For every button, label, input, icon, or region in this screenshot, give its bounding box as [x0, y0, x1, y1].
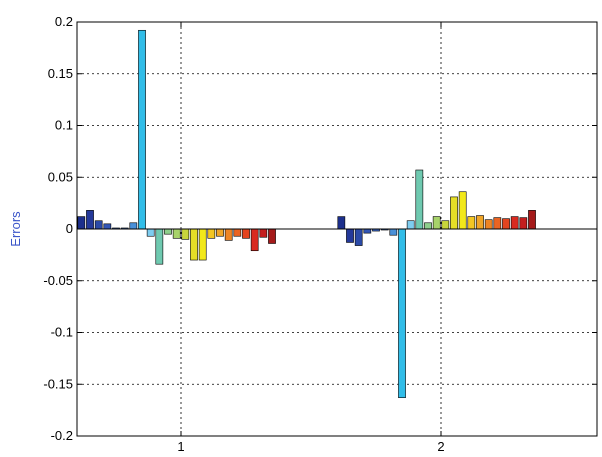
axis-ticks: -0.2 -0.15 -0.1 -0.05 0 0.05 0.1 0.15 0.2 1 2 [43, 14, 597, 454]
bar-1-15 [198, 228, 207, 261]
bar-2-19 [493, 217, 502, 230]
bar-2-18 [484, 219, 493, 230]
x-tick-label-0: 1 [177, 439, 184, 454]
bar-2-1 [337, 216, 346, 230]
bar-1-1 [77, 216, 86, 230]
y-tick-label-3: -0.05 [43, 273, 73, 288]
bar-1-8 [138, 29, 146, 230]
bar-2-2 [346, 228, 354, 243]
bar-2-15 [458, 191, 467, 230]
bar-1-21 [250, 228, 259, 252]
bar-2-4 [363, 228, 372, 234]
bar-1-2 [86, 210, 94, 230]
bar-2-14 [450, 196, 458, 230]
bar-1-17 [216, 228, 224, 237]
bar-2-23 [528, 210, 536, 230]
bar-1-23 [268, 228, 276, 244]
bar-2-16 [467, 216, 476, 230]
bar-2-22 [519, 217, 528, 230]
y-tick-label-2: -0.1 [51, 325, 73, 340]
bar-2-21 [510, 216, 519, 230]
bar-2-17 [476, 215, 484, 230]
bar-2-8 [398, 228, 406, 399]
bar-1-14 [190, 228, 198, 261]
y-tick-label-5: 0.05 [48, 169, 73, 184]
bar-1-4 [103, 223, 112, 230]
y-tick-label-7: 0.15 [48, 66, 73, 81]
bar-2-11 [424, 222, 432, 230]
bar-2-12 [432, 216, 441, 230]
bar-2-20 [502, 218, 510, 230]
bar-1-20 [242, 228, 250, 239]
x-tick-label-1: 2 [437, 439, 444, 454]
bar-1-9 [146, 228, 155, 237]
bar-1-22 [259, 228, 268, 238]
y-tick-label-4: 0 [66, 221, 73, 236]
bar-1-13 [181, 228, 190, 240]
bar-1-18 [224, 228, 233, 241]
bar-1-10 [155, 228, 164, 265]
bar-2-13 [441, 220, 450, 230]
y-tick-label-0: -0.2 [51, 428, 73, 443]
bar-2-3 [354, 228, 363, 246]
y-axis-label: Errors [8, 211, 23, 247]
y-tick-label-6: 0.1 [55, 118, 73, 133]
bar-2-10 [415, 169, 424, 230]
bar-1-11 [164, 228, 172, 235]
y-tick-label-1: -0.15 [43, 376, 73, 391]
bar-1-16 [207, 228, 216, 239]
bar-1-3 [94, 220, 103, 230]
bar-1-19 [233, 228, 242, 237]
bar-1-12 [172, 228, 181, 239]
y-tick-label-8: 0.2 [55, 14, 73, 29]
bar-2-9 [406, 220, 415, 230]
bar-2-7 [389, 228, 398, 236]
bar-1-7 [129, 222, 138, 230]
